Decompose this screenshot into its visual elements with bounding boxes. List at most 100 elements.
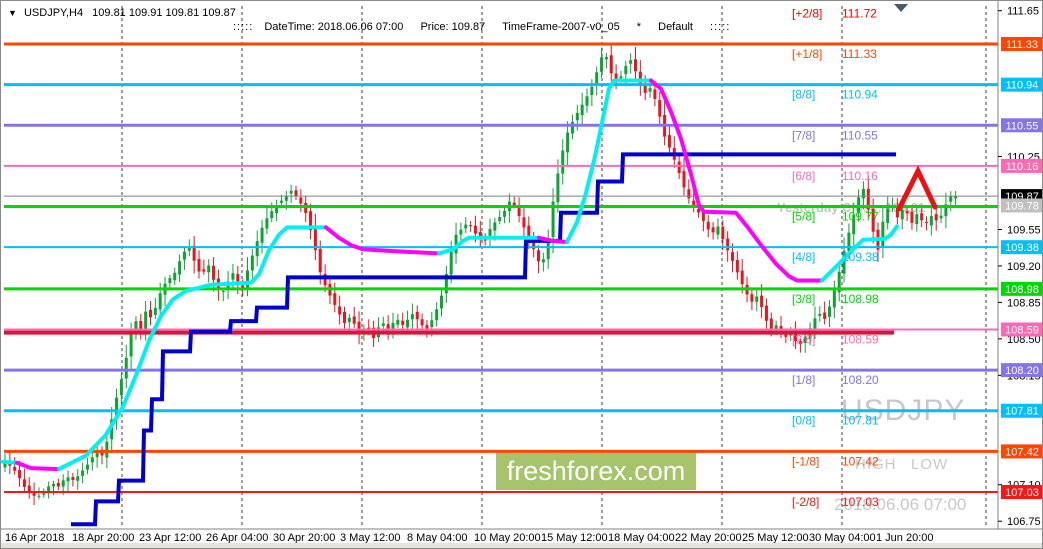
price-box bbox=[1001, 403, 1042, 418]
price-box bbox=[1001, 485, 1042, 500]
candle-body bbox=[347, 317, 351, 323]
candle-body bbox=[886, 208, 890, 224]
candle-body bbox=[866, 188, 870, 210]
candle-body bbox=[726, 238, 730, 251]
candle-body bbox=[459, 229, 463, 235]
candle-body bbox=[449, 251, 453, 275]
candle-body bbox=[701, 210, 705, 221]
price-tick-label: 108.85 bbox=[1007, 297, 1041, 309]
candle-body bbox=[595, 72, 599, 86]
hilo-indicator-line bbox=[820, 224, 899, 283]
candle-body bbox=[260, 227, 264, 243]
candle-body bbox=[202, 269, 206, 272]
candle-body bbox=[925, 222, 928, 224]
murrey-label: [8/8] bbox=[792, 88, 815, 102]
candle-body bbox=[231, 273, 235, 280]
candle-body bbox=[832, 290, 836, 308]
candle-body bbox=[129, 332, 133, 357]
price-box bbox=[1001, 281, 1042, 296]
candle-body bbox=[473, 225, 477, 234]
candle-body bbox=[551, 201, 555, 237]
hilo-indicator-line bbox=[649, 78, 824, 283]
candle-body bbox=[410, 314, 414, 320]
murrey-label: [1/8] bbox=[792, 373, 815, 387]
candle-body bbox=[682, 170, 686, 188]
candle-body bbox=[22, 479, 26, 487]
candle-body bbox=[600, 57, 604, 72]
candle-body bbox=[85, 464, 89, 470]
candle-body bbox=[915, 214, 919, 225]
candle-body bbox=[27, 485, 31, 493]
candle-body bbox=[779, 326, 783, 331]
candle-body bbox=[212, 265, 216, 280]
time-axis[interactable] bbox=[1, 529, 1043, 546]
header-info-line: ::::: DateTime: 2018.06.06 07:00 Price: … bbox=[233, 21, 738, 33]
candle-body bbox=[32, 492, 36, 496]
murrey-value: 111.33 bbox=[842, 47, 877, 61]
time-label: 25 May 12:00 bbox=[742, 532, 809, 544]
candle-body bbox=[949, 196, 953, 202]
candle-body bbox=[871, 208, 875, 232]
candle-body bbox=[444, 273, 448, 294]
candle-body bbox=[47, 486, 51, 492]
candle-body bbox=[755, 296, 759, 302]
window-bottom-strip bbox=[1, 543, 1042, 548]
candle-body bbox=[406, 319, 410, 328]
candle-body bbox=[440, 295, 443, 309]
candle-body bbox=[803, 336, 807, 343]
murrey-label: [3/8] bbox=[792, 292, 815, 306]
murrey-value: 109.38 bbox=[842, 250, 879, 264]
symbol-dropdown-icon[interactable]: ▼ bbox=[8, 8, 17, 18]
separator-dots-right: ::::: bbox=[710, 21, 731, 33]
price-box bbox=[1001, 363, 1042, 378]
candle-body bbox=[774, 325, 778, 330]
candle-body bbox=[503, 210, 507, 217]
candle-body bbox=[139, 320, 143, 332]
header-star: * bbox=[636, 21, 642, 33]
hilo-indicator-line bbox=[1, 459, 19, 465]
candle-body bbox=[18, 470, 22, 479]
watermark-high: HIGH bbox=[855, 456, 897, 473]
candle-body bbox=[197, 259, 201, 272]
header-price: Price: 109.87 bbox=[420, 21, 486, 33]
price-box bbox=[1001, 198, 1042, 213]
candle-body bbox=[61, 480, 65, 487]
price-box bbox=[1001, 322, 1042, 337]
candle-body bbox=[105, 441, 109, 458]
candle-body bbox=[837, 271, 841, 293]
candle-body bbox=[95, 452, 99, 458]
candle-body bbox=[677, 161, 681, 174]
candle-body bbox=[900, 209, 904, 220]
candle-body bbox=[299, 197, 303, 204]
murrey-value: 111.72 bbox=[842, 6, 877, 20]
candle-body bbox=[134, 321, 138, 332]
candle-body bbox=[813, 318, 817, 330]
time-label: 10 May 20:00 bbox=[474, 532, 541, 544]
candle-body bbox=[149, 310, 152, 318]
candle-body bbox=[794, 329, 798, 342]
murrey-value: 107.42 bbox=[842, 454, 879, 468]
candle-body bbox=[37, 495, 41, 497]
candle-body bbox=[798, 341, 802, 345]
candle-body bbox=[153, 307, 157, 315]
candle-body bbox=[861, 188, 865, 199]
top-marker-icon bbox=[894, 4, 908, 12]
candle-body bbox=[158, 293, 162, 310]
murrey-label: [2/8] bbox=[792, 332, 815, 346]
candle-body bbox=[246, 270, 249, 290]
candle-body bbox=[716, 226, 720, 235]
candle-body bbox=[478, 231, 482, 239]
candle-body bbox=[241, 285, 245, 290]
murrey-value: 110.16 bbox=[842, 169, 878, 183]
price-box-label: 110.16 bbox=[1006, 161, 1039, 173]
candle-body bbox=[687, 189, 691, 199]
candle-body bbox=[498, 217, 502, 222]
candle-body bbox=[391, 322, 395, 330]
candle-body bbox=[279, 200, 283, 203]
candle-body bbox=[658, 100, 662, 117]
candle-body bbox=[56, 482, 60, 487]
price-box-label: 110.55 bbox=[1006, 120, 1039, 132]
candle-body bbox=[847, 232, 851, 252]
candle-body bbox=[512, 202, 516, 206]
